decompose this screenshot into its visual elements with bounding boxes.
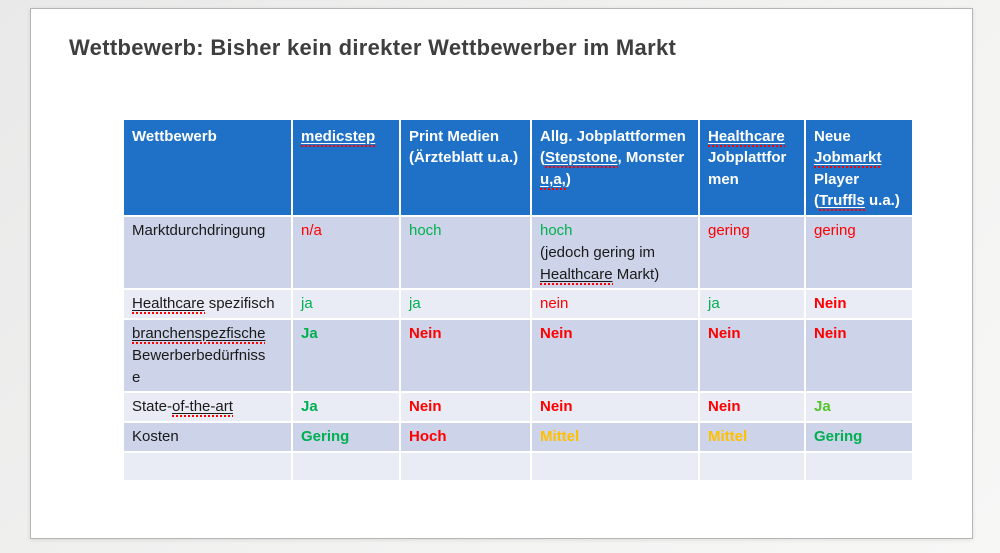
row-label: Healthcare spezifisch [124, 290, 291, 319]
table-cell [700, 452, 804, 480]
table-cell: Nein [806, 320, 912, 392]
competition-table: Wettbewerb medicstep Print Medien (Ärzteb… [122, 118, 914, 482]
row-label: Marktdurchdringung [124, 217, 291, 289]
table-cell: hoch (jedoch gering im Healthcare Markt) [532, 217, 698, 289]
table-row-branchenspezifische-beduerfnisse: branchenspezfische Bewerberbedürfniss e Ja… [124, 320, 912, 392]
column-header-medicstep: medicstep [293, 120, 399, 216]
table-cell: ja [401, 290, 530, 319]
misspelled-word: medicstep [301, 128, 376, 147]
row-label: Kosten [124, 423, 291, 451]
table-cell: n/a [293, 217, 399, 289]
table-cell: Nein [401, 320, 530, 392]
misspelled-word: Truffls [819, 191, 865, 211]
slide-canvas: Wettbewerb: Bisher kein direkter Wettbew… [30, 8, 973, 539]
table-row-empty [124, 452, 912, 480]
table-cell: Nein [532, 393, 698, 422]
table-cell: Nein [532, 320, 698, 392]
table-cell: Ja [293, 393, 399, 422]
misspelled-word: Stepstone [545, 149, 618, 169]
misspelled-word: Healthcare [708, 128, 785, 147]
row-label [124, 452, 291, 480]
table-row-marktdurchdringung: Marktdurchdringung n/a hoch hoch (jedoch … [124, 217, 912, 289]
table-cell [401, 452, 530, 480]
misspelled-word: Healthcare [132, 295, 205, 315]
table-cell: nein [532, 290, 698, 319]
table-cell: ja [293, 290, 399, 319]
table-cell [806, 452, 912, 480]
table-cell: Ja [806, 393, 912, 422]
column-header-neue-jobmarkt-player: Neue Jobmarkt Player (Truffls u.a.) [806, 120, 912, 216]
table-cell: Hoch [401, 423, 530, 451]
table-cell: Mittel [700, 423, 804, 451]
column-header-wettbewerb: Wettbewerb [124, 120, 291, 216]
misspelled-word: u,a, [540, 170, 566, 190]
row-label: State-of-the-art [124, 393, 291, 422]
table-cell: gering [700, 217, 804, 289]
misspelled-word: of-the-art [172, 398, 233, 418]
slide-title: Wettbewerb: Bisher kein direkter Wettbew… [69, 35, 677, 60]
misspelled-word: Healthcare [540, 265, 613, 285]
table-cell: Gering [806, 423, 912, 451]
table-header-row: Wettbewerb medicstep Print Medien (Ärzteb… [124, 120, 912, 216]
column-header-print-medien: Print Medien (Ärzteblatt u.a.) [401, 120, 530, 216]
misspelled-word: branchenspezfische [132, 325, 266, 345]
table-cell: Nein [806, 290, 912, 319]
table-row-kosten: Kosten Gering Hoch Mittel Mittel Gering [124, 423, 912, 451]
table-row-state-of-the-art: State-of-the-art Ja Nein Nein Nein Ja [124, 393, 912, 422]
table-cell [293, 452, 399, 480]
table-cell: hoch [401, 217, 530, 289]
table-cell: Gering [293, 423, 399, 451]
table-cell: gering [806, 217, 912, 289]
table-cell: ja [700, 290, 804, 319]
row-label: branchenspezfische Bewerberbedürfniss e [124, 320, 291, 392]
table-row-healthcare-spezifisch: Healthcare spezifisch ja ja nein ja Nein [124, 290, 912, 319]
column-header-healthcare-jobplattformen: Healthcare Jobplattfor men [700, 120, 804, 216]
table-cell: Nein [700, 393, 804, 422]
misspelled-word: Jobmarkt [814, 149, 882, 169]
table-cell: Mittel [532, 423, 698, 451]
table-cell [532, 452, 698, 480]
table-cell: Ja [293, 320, 399, 392]
column-header-allg-jobplattformen: Allg. Jobplattformen (Stepstone, Monster u… [532, 120, 698, 216]
table-cell: Nein [700, 320, 804, 392]
table-cell: Nein [401, 393, 530, 422]
